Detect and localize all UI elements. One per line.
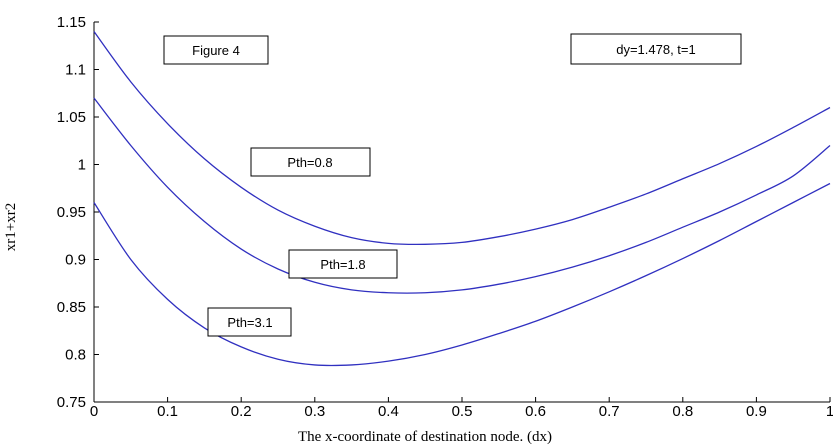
y-tick-label: 1.1 (65, 62, 86, 79)
series-label-pth-1-8: Pth=1.8 (288, 249, 398, 279)
x-tick-label: 1 (826, 403, 833, 420)
series-label-pth-0-8: Pth=0.8 (250, 147, 371, 177)
x-tick-label: 0.6 (525, 403, 546, 420)
x-tick-label: 0.1 (157, 403, 178, 420)
series-label-text: Pth=0.8 (287, 155, 332, 170)
y-axis-label: xr1+xr2 (3, 203, 19, 251)
x-tick-label: 0.8 (672, 403, 693, 420)
y-tick-label: 0.8 (65, 347, 86, 364)
x-tick-label: 0.5 (452, 403, 473, 420)
series-line-0 (93, 31, 831, 246)
figure-annotation-text: Figure 4 (192, 43, 240, 58)
x-tick-label: 0.9 (746, 403, 767, 420)
y-tick-label: 0.85 (57, 299, 86, 316)
params-annotation: dy=1.478, t=1 (570, 33, 742, 65)
series-label-text: Pth=1.8 (320, 257, 365, 272)
x-tick-label: 0.4 (378, 403, 399, 420)
y-tick-label: 0.95 (57, 204, 86, 221)
x-tick-label: 0.2 (231, 403, 252, 420)
series-line-1 (93, 97, 831, 294)
x-axis-label: The x-coordinate of destination node. (d… (298, 429, 552, 445)
y-tick-label: 0.75 (57, 394, 86, 411)
series-layer (93, 31, 831, 367)
x-tick-label: 0.3 (304, 403, 325, 420)
x-tick-label: 0 (90, 403, 98, 420)
y-tick-label: 1 (78, 157, 86, 174)
y-tick-label: 1.05 (57, 109, 86, 126)
series-line-2 (93, 182, 831, 367)
x-tick-label: 0.7 (599, 403, 620, 420)
tick-marks: 0 0.1 0.2 0.3 0.4 0.5 0.6 0.7 0.8 0.9 1 0.75 0.8 0.85… (57, 14, 833, 420)
params-annotation-text: dy=1.478, t=1 (616, 42, 696, 57)
figure-annotation: Figure 4 (163, 35, 269, 65)
series-label-text: Pth=3.1 (227, 315, 272, 330)
y-tick-label: 0.9 (65, 252, 86, 269)
series-label-pth-3-1: Pth=3.1 (207, 307, 292, 337)
y-tick-label: 1.15 (57, 14, 86, 31)
